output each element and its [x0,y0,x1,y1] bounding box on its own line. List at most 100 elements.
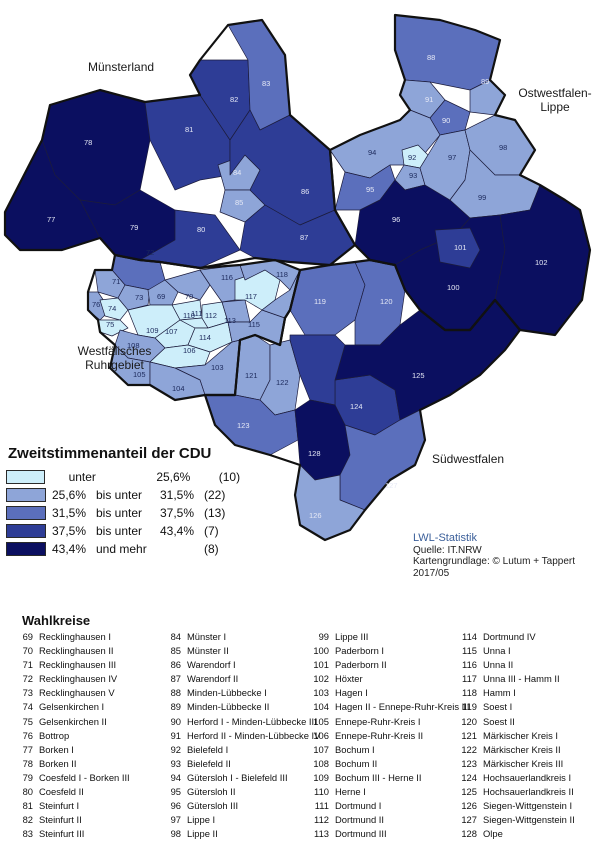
num-105: 105 [133,370,146,379]
num-86: 86 [301,187,309,196]
wahlkreise-column: 84 Münster I 85 Münster II 86 Warendorf I 87 Wa… [160,630,321,841]
num-72: 72 [146,248,154,257]
legend-row: 31,5% bis unter 37,5% (13) [6,504,246,522]
wahlkreis-name: Warendorf I [187,659,236,671]
district-119 [289,261,366,336]
wahlkreis-name: Coesfeld II [39,786,84,798]
wahlkreis-entry: 88 Minden-Lübbecke I [160,686,320,700]
wahlkreis-name: Olpe [483,828,503,840]
wahlkreis-name: Gelsenkirchen I [39,701,105,713]
wahlkreis-entry: 101 Paderborn II [308,658,469,672]
wahlkreise-column: 114 Dortmund IV 115 Unna I 116 Unna II 117 Unna… [456,630,575,841]
wahlkreis-name: Recklinghausen V [39,687,115,699]
wahlkreis-number: 90 [170,715,181,727]
legend-connector: bis unter [96,488,143,502]
wahlkreis-number: 117 [462,673,477,685]
wahlkreis-number: 72 [22,673,33,685]
wahlkreis-entry: 85 Münster II [160,644,320,658]
wahlkreis-number: 73 [22,687,33,699]
wahlkreis-name: Gütersloh I - Bielefeld III [187,771,288,783]
wahlkreis-name: Coesfeld I - Borken III [39,771,130,783]
wahlkreis-entry: 98 Lippe II [160,827,320,841]
num-126: 126 [309,511,322,520]
num-121: 121 [245,371,258,380]
wahlkreis-name: Siegen-Wittgenstein I [483,800,573,812]
wahlkreis-number: 81 [22,800,33,812]
wahlkreis-number: 110 [314,786,329,798]
wahlkreis-number: 114 [462,631,477,642]
num-80: 80 [197,225,205,234]
legend-title: Zweitstimmenanteil der CDU [8,445,212,462]
num-84: 84 [233,168,241,177]
wahlkreis-number: 89 [170,701,181,713]
wahlkreis-name: Steinfurt II [39,814,82,826]
wahlkreis-number: 102 [313,673,329,685]
wahlkreis-entry: 99 Lippe III [308,630,469,644]
wahlkreis-entry: 126 Siegen-Wittgenstein I [456,799,575,813]
legend-count: (13) [204,506,226,520]
wahlkreis-entry: 127 Siegen-Wittgenstein II [456,813,575,827]
wahlkreis-number: 104 [313,701,329,713]
num-79: 79 [130,223,138,232]
num-119: 119 [314,297,326,306]
wahlkreis-name: Dortmund II [335,814,384,826]
legend-lower: 43,4% [52,542,87,556]
num-103: 103 [211,363,224,372]
wahlkreis-entry: 117 Unna III - Hamm II [456,672,575,686]
wahlkreis-name: Dortmund I [335,800,382,812]
num-97: 97 [448,153,456,162]
wahlkreis-number: 120 [461,715,477,727]
wahlkreis-name: Ennepe-Ruhr-Kreis I [335,715,421,727]
wahlkreis-number: 116 [462,659,477,671]
num-71: 71 [112,277,120,286]
wahlkreis-name: Märkischer Kreis III [483,757,564,769]
wahlkreis-name: Herne I [335,786,366,798]
legend-swatch [6,470,46,484]
district-74 [99,297,129,321]
wahlkreis-entry: 93 Bielefeld II [160,757,320,771]
wahlkreis-entry: 78 Borken II [12,757,130,771]
wahlkreis-name: Unna I [483,645,511,657]
num-89: 89 [481,77,489,86]
wahlkreis-entry: 112 Dortmund II [308,813,469,827]
wahlkreis-entry: 115 Unna I [456,644,575,658]
legend-upper: 25,6% [156,470,191,484]
region-label-ruhrgebiet: Westfälisches Ruhrgebiet [77,344,152,372]
wahlkreis-name: Herford I - Minden-Lübbecke III [187,715,317,727]
wahlkreis-name: Münster II [187,645,229,657]
num-125: 125 [412,371,425,380]
wahlkreis-entry: 91 Herford II - Minden-Lübbecke IV [160,729,321,743]
wahlkreis-name: Recklinghausen I [39,631,111,642]
wahlkreis-number: 123 [461,757,477,769]
num-104: 104 [172,384,185,393]
legend-count: (10) [218,470,241,484]
wahlkreis-name: Hagen I [335,687,368,699]
num-127: 127 [385,481,398,490]
num-90: 90 [442,116,450,125]
wahlkreis-entry: 128 Olpe [456,827,575,841]
wahlkreis-number: 128 [461,828,477,840]
wahlkreis-number: 99 [318,631,329,642]
credits-date: 2017/05 [413,567,450,579]
wahlkreis-name: Siegen-Wittgenstein II [483,814,575,826]
num-116: 116 [221,273,233,282]
num-108: 108 [127,341,140,350]
wahlkreis-name: Bochum I [335,743,375,755]
wahlkreis-name: Steinfurt I [39,800,80,812]
wahlkreis-number: 103 [313,687,329,699]
wahlkreis-name: Ennepe-Ruhr-Kreis II [335,729,424,741]
wahlkreis-entry: 97 Lippe I [160,813,320,827]
wahlkreis-number: 76 [22,729,33,741]
wahlkreis-name: Lippe I [187,814,216,826]
wahlkreis-name: Steinfurt III [39,828,85,840]
wahlkreis-entry: 103 Hagen I [308,686,469,700]
legend-count: (7) [204,524,219,538]
num-110: 110 [183,311,195,320]
district-101 [434,227,481,269]
wahlkreis-name: Herford II - Minden-Lübbecke IV [187,729,321,741]
wahlkreis-name: Recklinghausen III [39,659,117,671]
wahlkreis-number: 96 [170,800,181,812]
wahlkreis-number: 79 [22,771,33,783]
wahlkreis-name: Bielefeld II [187,757,231,769]
wahlkreis-entry: 105 Ennepe-Ruhr-Kreis I [308,715,469,729]
